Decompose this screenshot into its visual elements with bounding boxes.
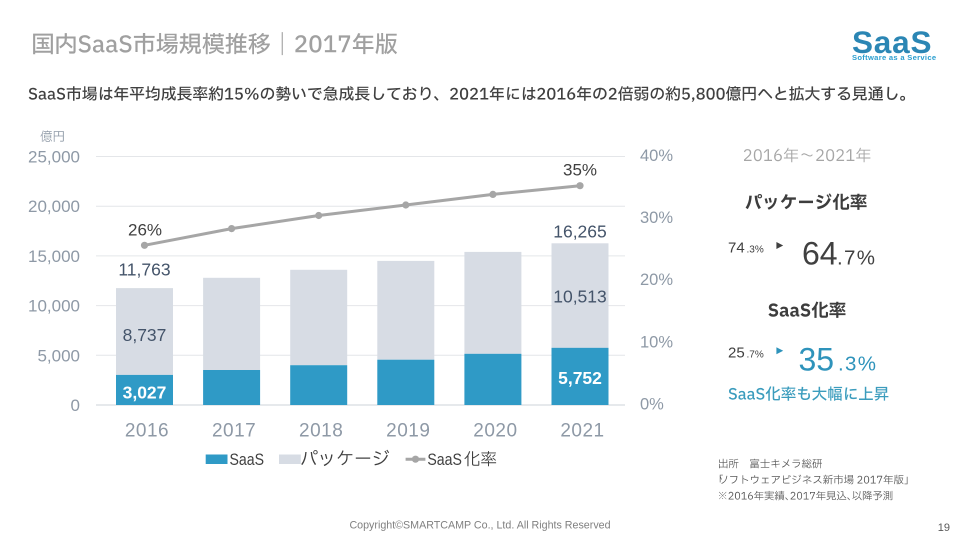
svg-text:40%: 40% xyxy=(640,147,673,165)
svg-text:SaaS: SaaS xyxy=(852,24,932,60)
svg-text:0%: 0% xyxy=(640,396,664,414)
svg-text:35: 35 xyxy=(799,342,835,378)
svg-text:SaaS: SaaS xyxy=(427,450,462,469)
svg-text:8,737: 8,737 xyxy=(123,325,167,345)
svg-text:2019: 2019 xyxy=(386,421,430,442)
svg-text:25: 25 xyxy=(728,345,745,362)
svg-text:2021: 2021 xyxy=(560,421,604,442)
svg-text:.3%: .3% xyxy=(747,245,764,256)
svg-text:Software as a Service: Software as a Service xyxy=(852,53,936,62)
svg-text:35%: 35% xyxy=(563,160,597,179)
svg-text:15,000: 15,000 xyxy=(28,247,80,266)
svg-text:11,763: 11,763 xyxy=(118,260,170,280)
svg-text:10%: 10% xyxy=(640,333,673,351)
svg-text:25,000: 25,000 xyxy=(28,148,80,167)
svg-text:16,265: 16,265 xyxy=(553,222,607,242)
svg-text:19: 19 xyxy=(938,522,950,534)
svg-text:.7%: .7% xyxy=(837,247,876,270)
svg-text:.3%: .3% xyxy=(838,353,877,376)
svg-text:2017: 2017 xyxy=(212,421,256,442)
svg-text:Copyright©SMARTCAMP Co., Ltd.: Copyright©SMARTCAMP Co., Ltd. All Rights… xyxy=(349,520,610,532)
svg-text:64: 64 xyxy=(802,236,838,272)
svg-text:26%: 26% xyxy=(128,221,162,240)
svg-text:3,027: 3,027 xyxy=(123,383,167,403)
svg-text:.7%: .7% xyxy=(747,350,764,361)
svg-text:10,000: 10,000 xyxy=(28,297,80,316)
svg-text:30%: 30% xyxy=(640,209,673,227)
svg-text:2016: 2016 xyxy=(125,421,169,442)
svg-text:SaaS: SaaS xyxy=(230,450,265,469)
svg-text:20%: 20% xyxy=(640,271,673,289)
svg-text:74: 74 xyxy=(728,240,745,257)
svg-text:10,513: 10,513 xyxy=(553,287,607,307)
svg-text:2018: 2018 xyxy=(299,421,343,442)
svg-text:2020: 2020 xyxy=(473,421,517,442)
svg-text:5,000: 5,000 xyxy=(37,346,80,365)
svg-text:20,000: 20,000 xyxy=(28,197,80,216)
svg-text:0: 0 xyxy=(71,396,80,415)
svg-text:5,752: 5,752 xyxy=(558,368,602,388)
